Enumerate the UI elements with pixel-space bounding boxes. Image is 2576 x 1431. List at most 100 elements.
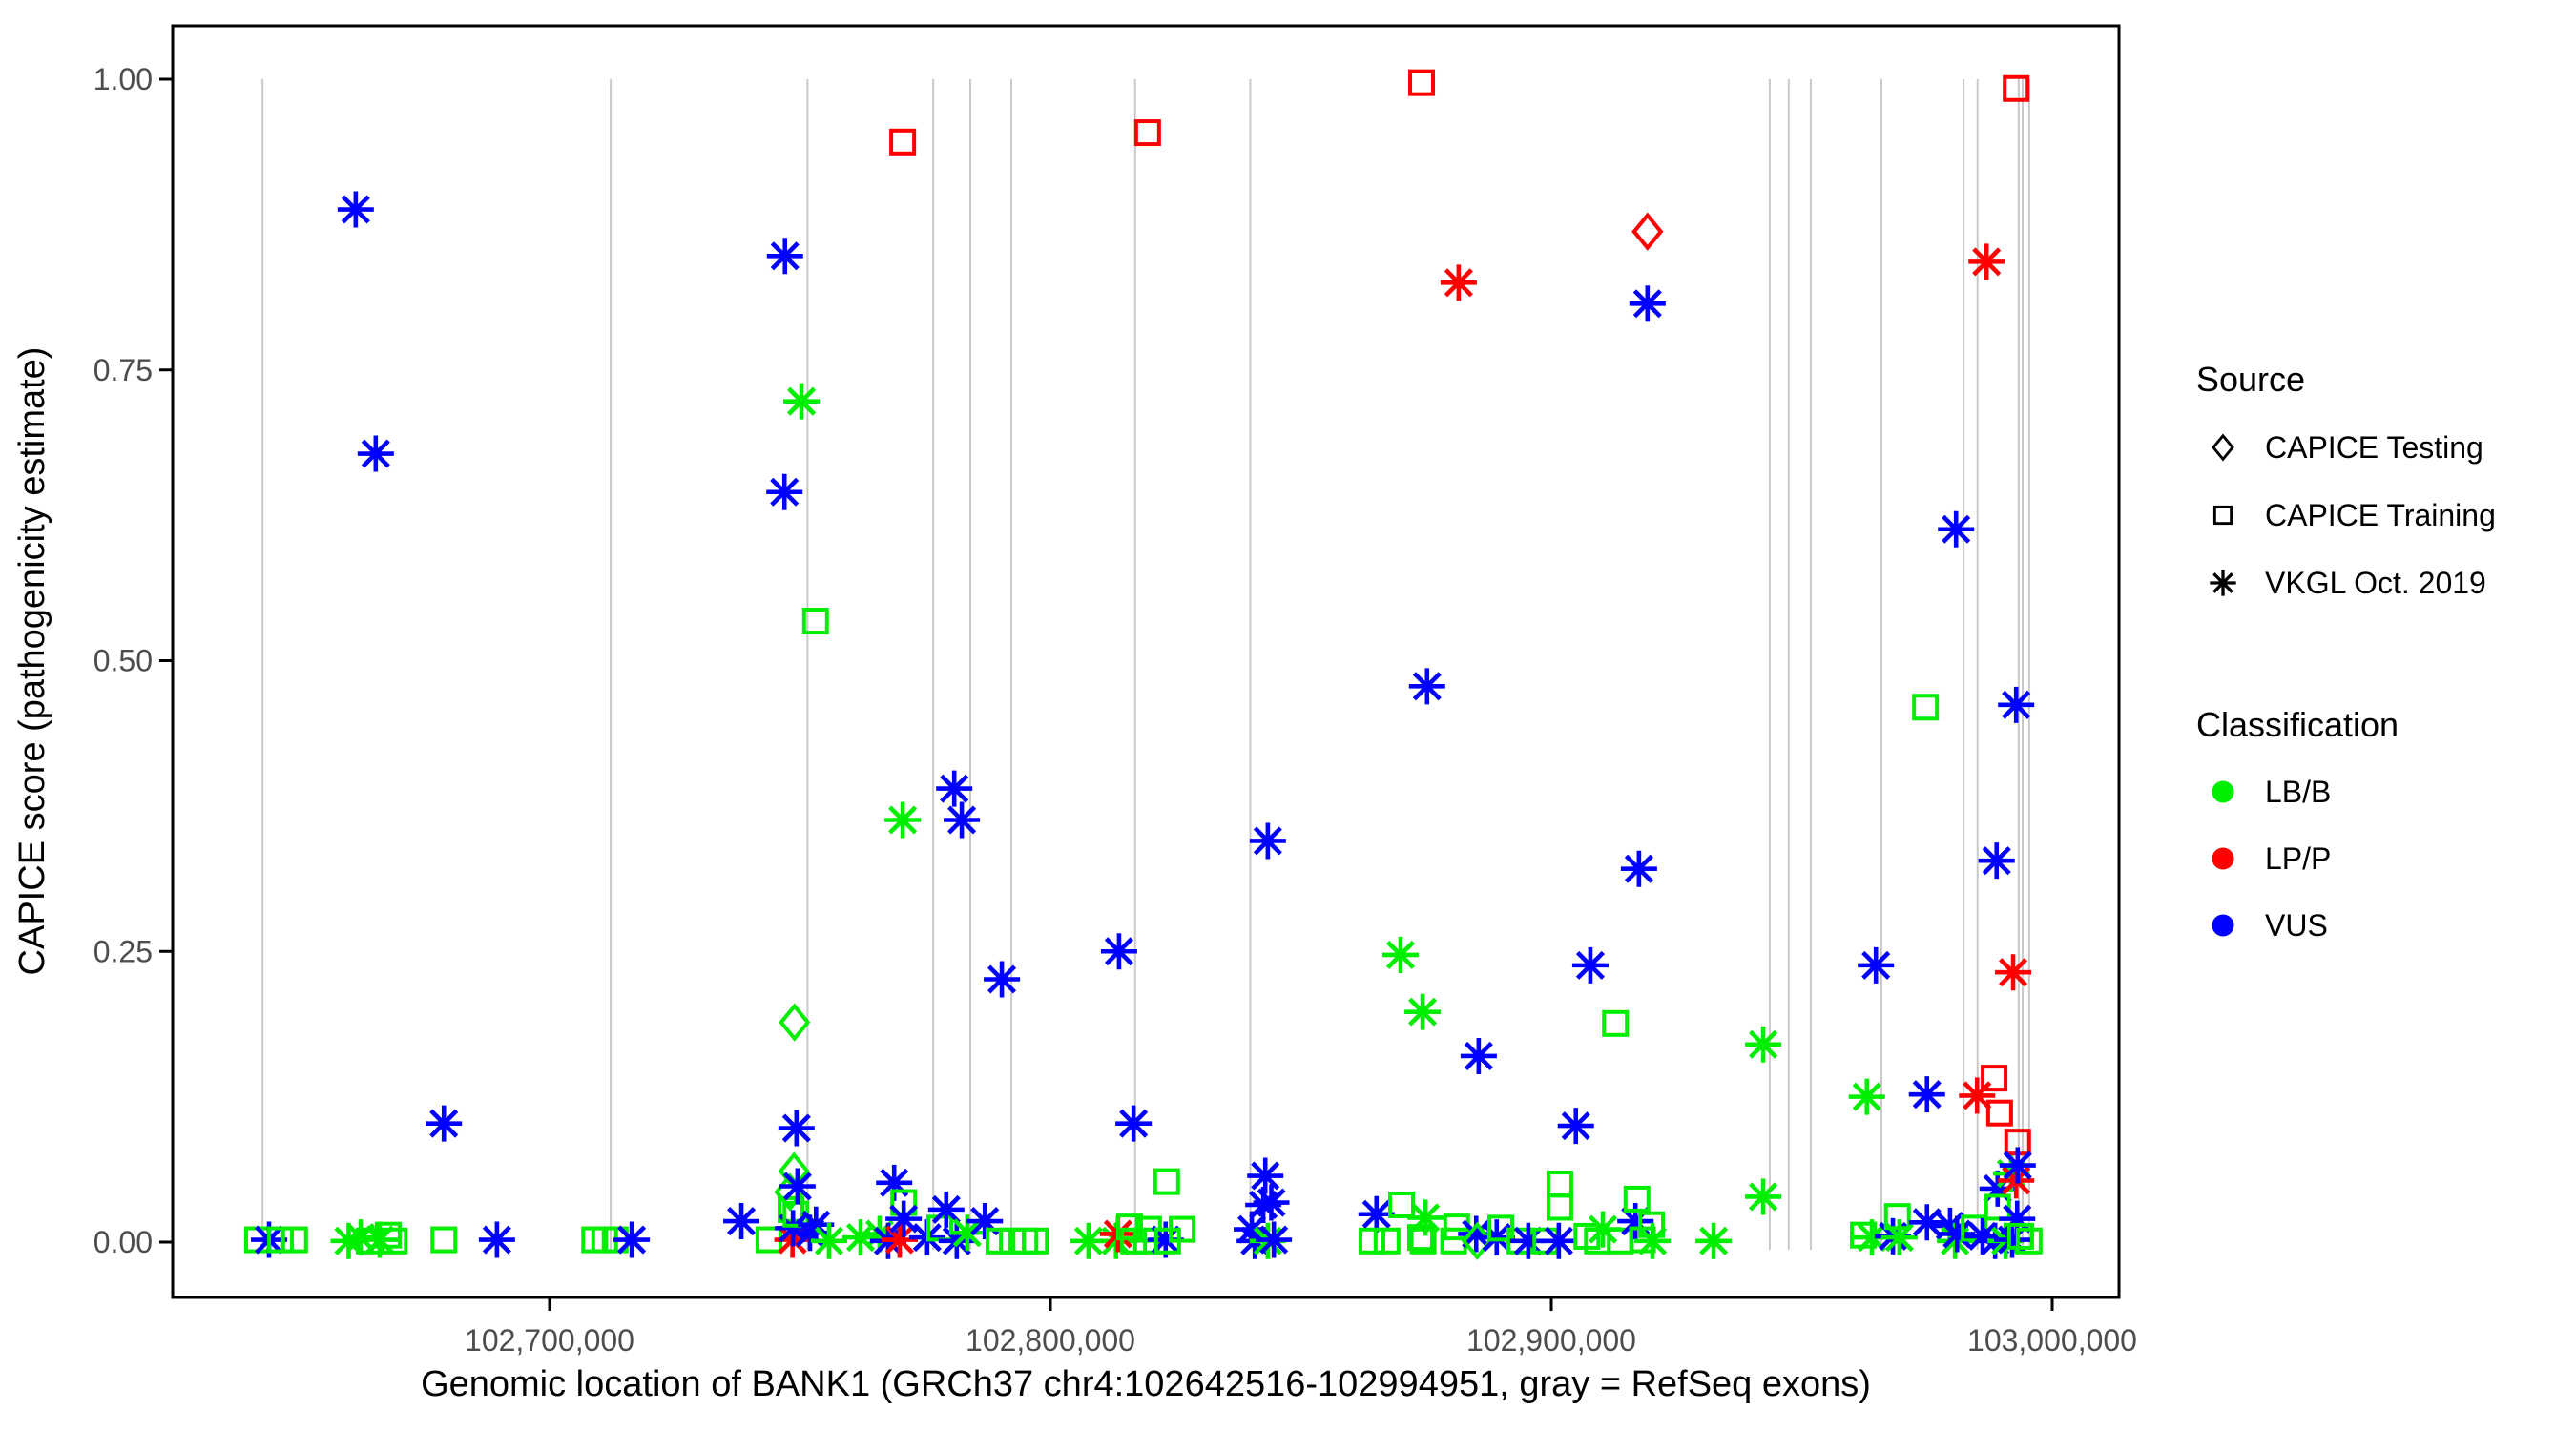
data-point (1249, 822, 1286, 860)
square-marker (2006, 1222, 2034, 1250)
data-point (1995, 954, 2032, 991)
asterisk-marker (1478, 1219, 1515, 1256)
data-point (966, 1203, 1004, 1240)
asterisk-marker (1908, 1076, 1945, 1113)
legend-classification-item: LB/B (2212, 775, 2331, 809)
asterisk-marker (1440, 264, 1477, 301)
data-point (267, 1226, 295, 1254)
square-marker (374, 1221, 402, 1249)
data-point (927, 1191, 965, 1228)
legend-source-item: CAPICE Testing (2212, 430, 2483, 465)
data-point (1234, 1211, 1271, 1248)
asterisk-marker (1938, 510, 1975, 548)
data-point (330, 1222, 367, 1259)
asterisk-marker (357, 435, 394, 472)
data-point (1858, 946, 1895, 984)
legend-source-label: CAPICE Training (2265, 498, 2496, 532)
x-axis-title: Genomic location of BANK1 (GRCh37 chr4:1… (421, 1364, 1871, 1404)
data-point (1409, 1227, 1437, 1255)
asterisk-marker (1999, 1147, 2036, 1184)
data-point (944, 801, 981, 839)
asterisk-marker (426, 1105, 463, 1142)
data-point (1253, 1184, 1290, 1221)
asterisk-marker (1695, 1222, 1733, 1259)
asterisk-marker (1115, 1105, 1153, 1142)
legend-source-item: VKGL Oct. 2019 (2210, 566, 2486, 600)
data-point (343, 1219, 380, 1256)
data-point (778, 1110, 815, 1147)
asterisk-marker (876, 1164, 913, 1201)
square-marker (2212, 505, 2233, 526)
data-point (1999, 1200, 2036, 1237)
data-point (430, 1226, 458, 1254)
square-marker (889, 128, 917, 156)
asterisk-marker (337, 191, 374, 228)
asterisk-marker (330, 1222, 367, 1259)
asterisk-marker (478, 1221, 515, 1258)
asterisk-marker (1908, 1204, 1945, 1241)
x-axis: 102,700,000 102,800,000 102,900,000 103,000… (465, 1297, 2137, 1358)
asterisk-marker (1557, 1108, 1594, 1145)
diamond-marker (1631, 212, 1664, 251)
data-point (1998, 686, 2035, 723)
data-point (357, 435, 394, 472)
data-point (766, 238, 803, 275)
data-point (1620, 850, 1657, 887)
square-marker (1359, 1227, 1386, 1255)
square-marker (1169, 1215, 1196, 1243)
data-point (1509, 1222, 1547, 1259)
asterisk-marker (1998, 686, 2035, 723)
data-point (1133, 119, 1161, 147)
data-point (1908, 1076, 1945, 1113)
asterisk-marker (810, 1222, 847, 1259)
legend-source-label: VKGL Oct. 2019 (2265, 566, 2486, 600)
data-point (1617, 1203, 1654, 1240)
asterisk-marker (1509, 1222, 1547, 1259)
asterisk-marker (1407, 1199, 1444, 1236)
data-point (1070, 1222, 1107, 1259)
square-marker (2015, 1227, 2043, 1255)
asterisk-marker (1978, 842, 2015, 880)
asterisk-marker (1994, 1221, 2030, 1258)
data-point (1623, 1185, 1651, 1213)
square-marker (1623, 1185, 1651, 1213)
data-point (1245, 1186, 1282, 1223)
data-point (1407, 1199, 1444, 1236)
asterisk-marker (1245, 1186, 1282, 1223)
asterisk-marker (1999, 1200, 2036, 1237)
data-point (723, 1203, 760, 1240)
data-point (2006, 1222, 2034, 1250)
data-point (1985, 1099, 2013, 1127)
x-tick-label: 102,700,000 (465, 1323, 634, 1358)
data-point (1358, 1195, 1395, 1233)
asterisk-marker (842, 1219, 880, 1256)
data-point (1959, 1077, 1996, 1114)
square-marker (280, 1226, 308, 1254)
asterisk-marker (1234, 1211, 1271, 1248)
square-marker (1406, 1224, 1434, 1252)
square-marker (1602, 1009, 1630, 1037)
data-point (1571, 946, 1609, 984)
asterisk-marker (1070, 1222, 1107, 1259)
data-point (1115, 1213, 1143, 1241)
data-point (1631, 212, 1664, 251)
data-point (1247, 1157, 1284, 1194)
data-point (984, 961, 1021, 998)
data-point (1999, 1147, 2036, 1184)
data-point (280, 1226, 308, 1254)
data-point (1546, 1171, 1573, 1198)
data-point (613, 1221, 651, 1258)
legend-source-label: CAPICE Testing (2265, 430, 2483, 465)
data-point (1939, 1215, 1976, 1253)
asterisk-marker (1620, 850, 1657, 887)
asterisk-marker (1848, 1078, 1885, 1115)
data-point (1854, 1219, 1890, 1256)
asterisk-marker (885, 1200, 923, 1237)
data-point (766, 473, 803, 510)
asterisk-marker (343, 1219, 380, 1256)
asterisk-marker (1408, 668, 1445, 705)
data-point (1546, 1193, 1573, 1221)
asterisk-marker (1880, 1219, 1918, 1256)
